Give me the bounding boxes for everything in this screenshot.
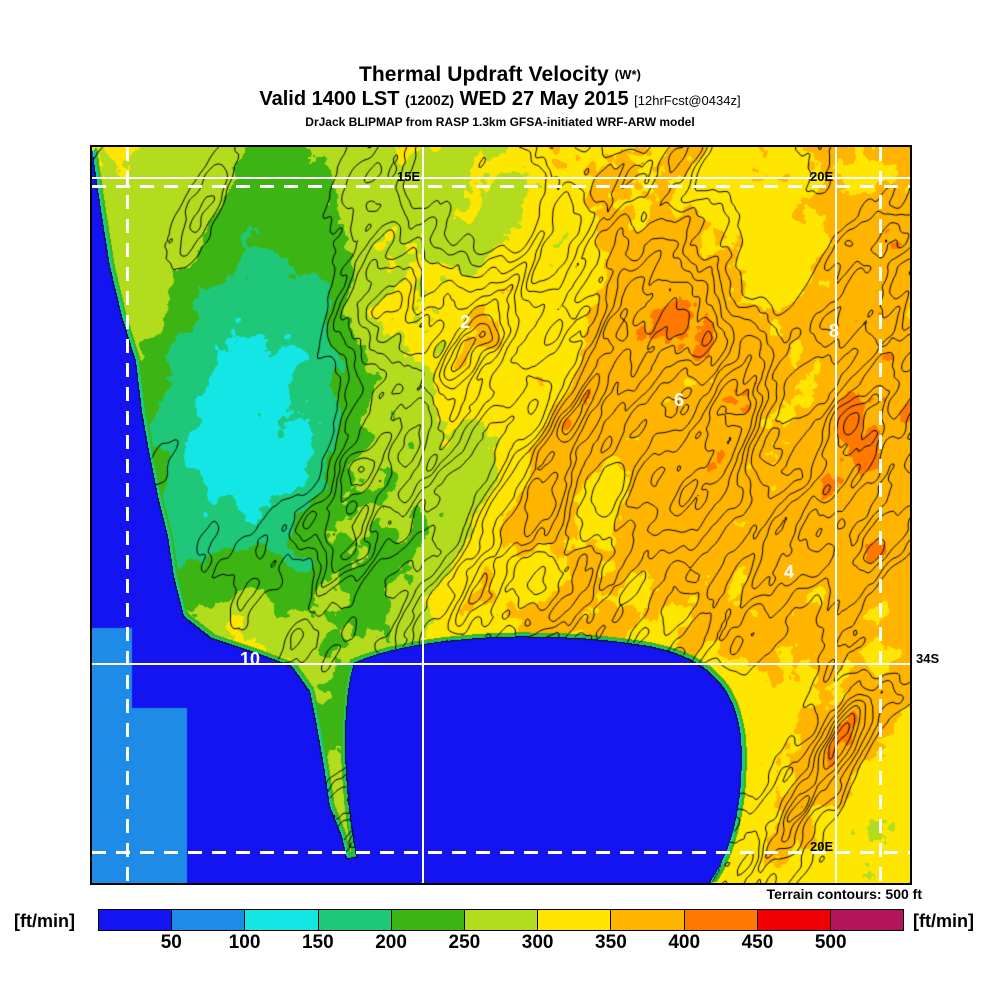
colorbar-band-6 [537,910,611,930]
title-variable-symbol: (W*) [614,67,642,82]
colorbar-tick-400: 400 [668,932,701,953]
title-block: Thermal Updraft Velocity (W*) Valid 1400… [0,62,1000,131]
valid-time-line: Valid 1400 LST (1200Z) WED 27 May 2015 [… [0,87,1000,113]
colorbar-band-0 [99,910,172,930]
valid-local-time: Valid 1400 LST [259,88,400,110]
colorbar-tick-250: 250 [448,932,481,953]
colorbar-tick-labels: 50 100 150 200 250 300 350 400 450 500 [98,932,904,958]
colorbar-band-2 [244,910,318,930]
map-raster-canvas [92,147,910,883]
forecast-map[interactable]: 15E 20E 20E 2 8 6 4 10 [90,145,912,885]
colorbar-legend: [ft/min] [ft/min] 50 100 150 200 250 300 350 40… [0,906,1000,966]
colorbar-tick-450: 450 [741,932,774,953]
colorbar-unit-left: [ft/min] [14,911,75,931]
model-source-line: DrJack BLIPMAP from RASP 1.3km GFSA-init… [305,115,695,129]
colorbar-band-8 [683,910,757,930]
page-title: Thermal Updraft Velocity (W*) [0,62,1000,87]
colorbar-band-4 [390,910,464,930]
colorbar-band-9 [756,910,830,930]
valid-utc-time: (1200Z) [405,92,455,108]
colorbar-band-5 [463,910,538,930]
colorbar-tick-50: 50 [160,932,182,953]
valid-date: WED 27 May 2015 [459,88,629,110]
colorbar-unit-right: [ft/min] [913,911,974,931]
colorbar-band-10 [829,910,904,930]
colorbar-tick-100: 100 [228,932,261,953]
colorbar-tick-300: 300 [521,932,554,953]
colorbar-tick-150: 150 [301,932,334,953]
title-main-text: Thermal Updraft Velocity [358,63,609,86]
colorbar-swatches [98,909,904,931]
colorbar-band-1 [171,910,245,930]
axis-label-34s: 34S [916,651,940,666]
colorbar-tick-500: 500 [814,932,847,953]
colorbar-tick-350: 350 [595,932,627,953]
terrain-contour-note: Terrain contours: 500 ft [766,886,922,902]
colorbar-band-3 [317,910,391,930]
colorbar-band-7 [610,910,684,930]
forecast-tag: [12hrFcst@0434z] [634,93,741,108]
colorbar-tick-200: 200 [375,932,407,953]
